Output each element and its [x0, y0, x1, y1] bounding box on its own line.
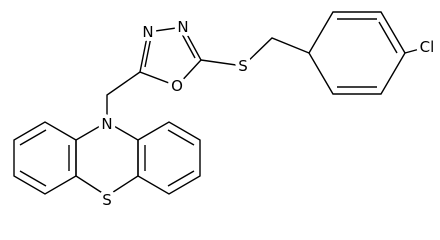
double-bond: [19, 170, 47, 187]
structure-diagram: N N O S Cl N S: [13, 11, 438, 213]
atom-label: Cl: [420, 38, 435, 56]
c-cl-bond: [404, 46, 428, 54]
atom-label: N: [142, 23, 153, 41]
double-bond: [19, 129, 47, 146]
thioether-link: [200, 37, 310, 67]
atom-label: N: [101, 115, 112, 133]
double-bond: [167, 170, 195, 187]
central-ring: [75, 121, 139, 197]
oxadiazole-ring: [139, 26, 202, 87]
bonds: [13, 11, 428, 197]
right-benzene: [137, 121, 201, 195]
chlorophenyl-ring: [308, 11, 406, 95]
atom-label: O: [171, 77, 183, 95]
atom-label: N: [177, 18, 188, 36]
atom-label: S: [238, 57, 248, 75]
double-bond: [181, 33, 196, 59]
double-bond: [378, 21, 398, 54]
atom-label: S: [102, 191, 112, 209]
atom-labels: N N O S Cl N S: [97, 14, 438, 213]
methylene-link: [106, 71, 141, 122]
double-bond: [167, 129, 195, 146]
double-bond: [144, 36, 152, 68]
left-benzene: [13, 121, 77, 195]
